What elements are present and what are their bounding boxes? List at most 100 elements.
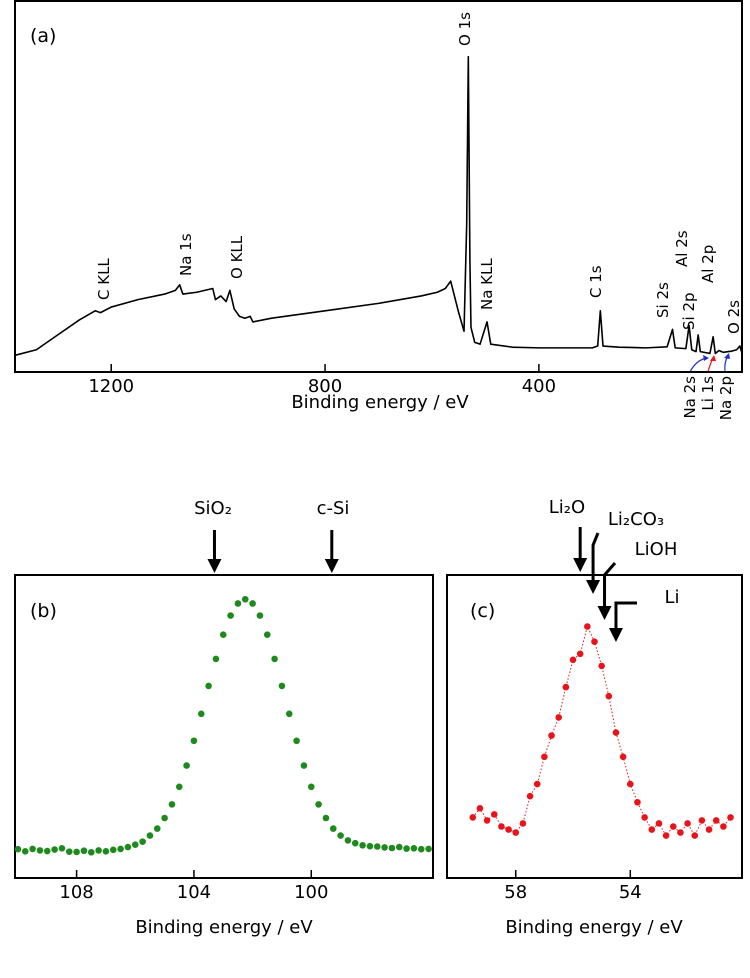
marker-arrow <box>591 532 600 582</box>
marker-label: c-Si <box>317 498 350 519</box>
marker-arrowhead <box>324 559 339 573</box>
marker-arrow <box>603 562 617 608</box>
plot-frame <box>14 574 434 879</box>
x-axis-label: Binding energy / eV <box>291 392 469 413</box>
data-point <box>14 845 22 853</box>
na2s-arrowhead <box>703 355 709 361</box>
data-point <box>322 814 330 822</box>
peak-annotation: Na 2s <box>681 376 699 419</box>
peak-annotation: O 1s <box>456 12 474 46</box>
data-point <box>410 845 418 852</box>
connector-line <box>472 625 731 837</box>
data-point <box>403 845 410 852</box>
data-point <box>490 811 498 818</box>
li1s-arrowhead <box>710 355 716 361</box>
data-point <box>278 682 286 690</box>
data-point <box>576 650 584 658</box>
data-point <box>234 600 242 607</box>
data-point <box>65 848 73 855</box>
data-point <box>684 820 691 827</box>
data-point <box>21 848 29 855</box>
data-point <box>498 823 505 830</box>
data-point <box>677 829 684 836</box>
data-point <box>691 832 699 839</box>
data-point <box>271 655 278 663</box>
data-point <box>569 656 577 664</box>
peak-annotation: Al 2p <box>699 245 717 283</box>
data-point <box>605 692 613 700</box>
data-point <box>241 595 249 603</box>
data-point <box>533 780 541 788</box>
data-point <box>205 682 212 690</box>
x-tick-label: 58 <box>504 882 527 903</box>
data-point <box>219 631 227 638</box>
data-point <box>175 783 183 791</box>
marker-arrowhead <box>608 628 623 642</box>
data-point <box>109 846 117 854</box>
data-point <box>300 762 308 769</box>
panel-label: (c) <box>470 600 495 622</box>
data-point <box>95 847 102 854</box>
x-tick-label: 1200 <box>88 376 134 397</box>
data-point <box>619 753 627 761</box>
plot-frame <box>14 0 743 373</box>
panel-label: (a) <box>30 25 56 47</box>
data-point <box>388 844 396 852</box>
peak-annotation: C KLL <box>95 258 113 300</box>
data-point <box>505 826 512 833</box>
data-point <box>87 848 95 856</box>
data-point <box>168 801 176 808</box>
x-axis-label: Binding energy / eV <box>505 917 683 938</box>
peak-annotation: C 1s <box>587 265 605 298</box>
data-point <box>562 683 570 691</box>
x-tick-label: 104 <box>177 882 211 903</box>
na2p-arrowhead <box>724 353 730 359</box>
x-tick-label: 100 <box>294 882 328 903</box>
data-point <box>366 842 374 850</box>
data-point <box>131 841 139 848</box>
peak-annotation: O KLL <box>228 235 246 279</box>
peak-annotation: Si 2s <box>654 282 672 318</box>
data-point <box>712 817 720 824</box>
marker-arrowhead <box>586 580 601 594</box>
data-point <box>381 844 388 851</box>
marker-label: SiO₂ <box>194 498 232 519</box>
peak-annotation: Na 2p <box>717 376 735 420</box>
data-point <box>337 832 344 839</box>
data-point <box>139 838 146 845</box>
data-point <box>212 655 220 663</box>
x-tick-label: 54 <box>619 882 642 903</box>
data-point <box>249 600 256 607</box>
peak-annotation: Li 1s <box>699 376 717 411</box>
data-point <box>469 814 477 821</box>
panel-label: (b) <box>30 600 57 622</box>
data-point <box>669 823 677 830</box>
data-point <box>307 783 315 791</box>
data-point <box>146 832 154 839</box>
data-point <box>117 845 124 853</box>
data-point <box>519 820 527 827</box>
marker-arrowhead <box>207 559 222 573</box>
data-point <box>73 848 80 856</box>
data-point <box>662 832 670 839</box>
data-point <box>373 843 381 850</box>
data-point <box>526 792 534 800</box>
data-point <box>161 814 168 822</box>
data-point <box>51 846 58 853</box>
data-point <box>512 829 520 836</box>
data-point <box>395 843 403 851</box>
data-point <box>541 753 548 761</box>
data-point <box>43 847 51 855</box>
peak-annotation: Si 2p <box>680 292 698 330</box>
marker-arrow <box>614 601 637 630</box>
data-point <box>705 826 713 833</box>
data-point <box>183 762 190 769</box>
data-point <box>698 817 706 824</box>
data-point <box>293 737 300 745</box>
data-point <box>655 820 663 827</box>
data-point <box>329 825 337 832</box>
panel: 1200 800 400 Binding energy / eV (a) C KLL Na … <box>14 0 743 420</box>
data-point <box>285 710 293 718</box>
data-point <box>124 843 132 851</box>
